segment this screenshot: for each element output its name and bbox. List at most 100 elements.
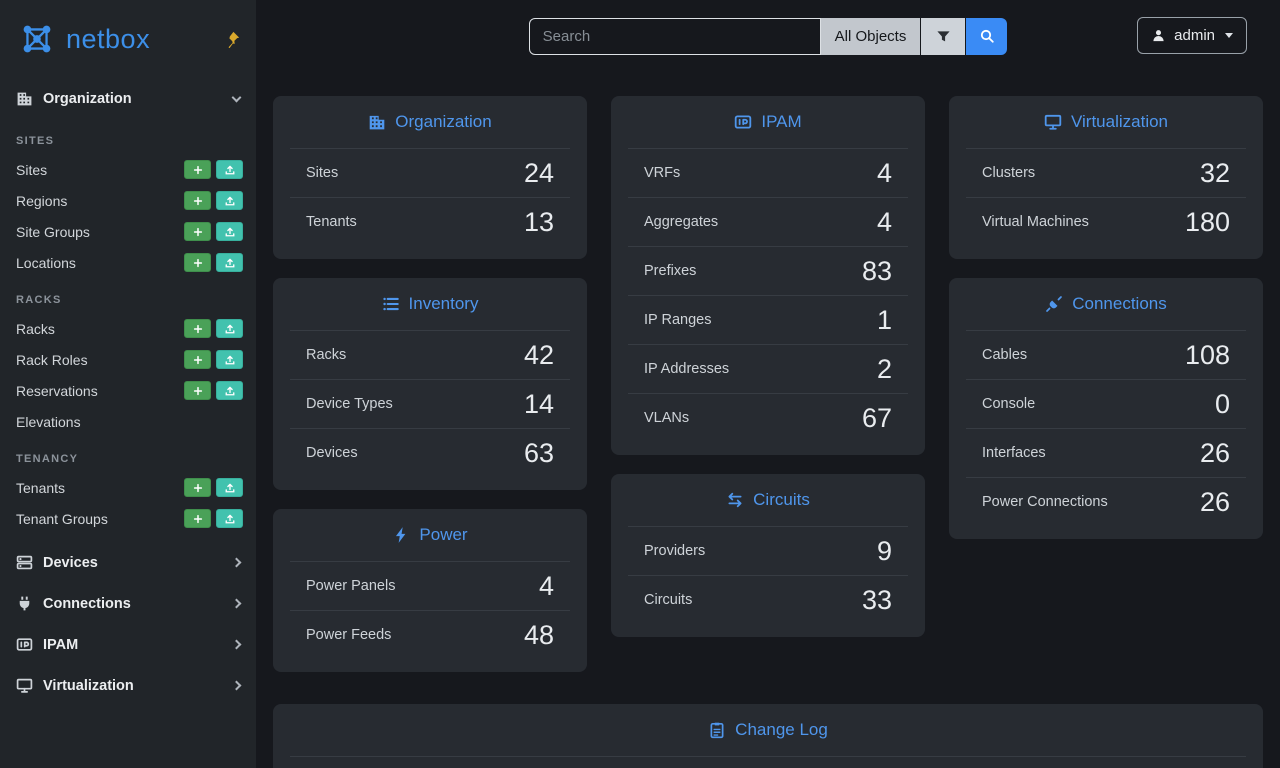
stat-label-link[interactable]: IP Addresses — [644, 361, 730, 377]
sidebar-item-label: Rack Roles — [16, 351, 88, 368]
stat-value-link[interactable]: 0 — [1214, 388, 1230, 419]
stat-label-link[interactable]: VLANs — [644, 410, 690, 426]
stat-value-link[interactable]: 4 — [876, 206, 892, 237]
add-button[interactable] — [184, 319, 211, 338]
card-title: Connections — [949, 278, 1263, 330]
search-input[interactable] — [528, 17, 821, 55]
stat-label-link[interactable]: Power Feeds — [306, 627, 392, 643]
stat-value-link[interactable]: 33 — [861, 584, 892, 615]
dashboard-columns: Organization Sites 24 Tenants 13 — [273, 96, 1263, 672]
building-icon — [368, 113, 386, 131]
import-button[interactable] — [216, 253, 243, 272]
stat-row: IP Ranges 1 — [628, 295, 908, 344]
stat-value-link[interactable]: 13 — [523, 206, 554, 237]
stat-label-link[interactable]: Power Panels — [306, 578, 396, 594]
stat-value-link[interactable]: 24 — [523, 157, 554, 188]
import-button[interactable] — [216, 478, 243, 497]
import-button[interactable] — [216, 319, 243, 338]
add-button[interactable] — [184, 253, 211, 272]
sidebar-item-site-groups[interactable]: Site Groups — [0, 216, 256, 247]
sidebar-item-label: IPAM — [43, 636, 79, 653]
sidebar-item-connections[interactable]: Connections — [0, 583, 256, 624]
sidebar-item-locations[interactable]: Locations — [0, 247, 256, 278]
sidebar-item-racks[interactable]: Racks — [0, 313, 256, 344]
stat-label-link[interactable]: Tenants — [306, 214, 357, 230]
stat-value-link[interactable]: 4 — [538, 570, 554, 601]
stat-value-link[interactable]: 14 — [523, 388, 554, 419]
plus-icon — [192, 385, 204, 397]
stat-value-link[interactable]: 180 — [1184, 206, 1230, 237]
add-button[interactable] — [184, 160, 211, 179]
stat-label-link[interactable]: Sites — [306, 165, 339, 181]
stat-value-link[interactable]: 1 — [876, 304, 892, 335]
stat-label-link[interactable]: Console — [982, 396, 1036, 412]
sidebar-item-tenants[interactable]: Tenants — [0, 472, 256, 503]
stat-value-link[interactable]: 63 — [523, 437, 554, 468]
stat-label-link[interactable]: Providers — [644, 543, 706, 559]
sidebar-item-devices[interactable]: Devices — [0, 542, 256, 583]
stat-value-link[interactable]: 108 — [1184, 339, 1230, 370]
sidebar-pin-button[interactable] — [223, 31, 240, 48]
stat-value-link[interactable]: 83 — [861, 255, 892, 286]
card-title-text: Circuits — [753, 490, 810, 509]
stat-label-link[interactable]: IP Ranges — [644, 312, 712, 328]
stat-label-link[interactable]: Racks — [306, 347, 347, 363]
pin-icon — [223, 31, 240, 48]
stat-value-link[interactable]: 2 — [876, 353, 892, 384]
sidebar-item-rack-roles[interactable]: Rack Roles — [0, 344, 256, 375]
card-title: IPAM — [611, 96, 925, 148]
stat-value-link[interactable]: 9 — [876, 535, 892, 566]
sidebar-item-ipam[interactable]: IPAM — [0, 624, 256, 665]
stat-value-link[interactable]: 26 — [1199, 486, 1230, 517]
import-button[interactable] — [216, 222, 243, 241]
sidebar-item-regions[interactable]: Regions — [0, 185, 256, 216]
import-button[interactable] — [216, 191, 243, 210]
import-button[interactable] — [216, 509, 243, 528]
add-button[interactable] — [184, 509, 211, 528]
stat-value-link[interactable]: 4 — [876, 157, 892, 188]
cable-icon — [1045, 295, 1063, 313]
sidebar-item-sites[interactable]: Sites — [0, 154, 256, 185]
search-button[interactable] — [966, 17, 1008, 55]
sidebar-item-virtualization[interactable]: Virtualization — [0, 665, 256, 706]
add-button[interactable] — [184, 222, 211, 241]
import-button[interactable] — [216, 160, 243, 179]
stat-label-link[interactable]: Power Connections — [982, 494, 1108, 510]
stat-label-link[interactable]: VRFs — [644, 165, 681, 181]
stat-label-link[interactable]: Cables — [982, 347, 1028, 363]
add-button[interactable] — [184, 350, 211, 369]
plus-icon — [192, 323, 204, 335]
add-button[interactable] — [184, 478, 211, 497]
import-button[interactable] — [216, 381, 243, 400]
stat-label-link[interactable]: Prefixes — [644, 263, 697, 279]
stat-label-link[interactable]: Clusters — [982, 165, 1036, 181]
stat-row: Aggregates 4 — [628, 197, 908, 246]
stat-label-link[interactable]: Circuits — [644, 592, 693, 608]
import-button[interactable] — [216, 350, 243, 369]
card-title-text: IPAM — [761, 112, 802, 131]
sidebar-item-elevations[interactable]: Elevations — [0, 406, 256, 437]
stat-value-link[interactable]: 67 — [861, 402, 892, 433]
sidebar-item-tenant-groups[interactable]: Tenant Groups — [0, 503, 256, 534]
filter-button[interactable] — [921, 17, 966, 55]
stat-label-link[interactable]: Devices — [306, 445, 358, 461]
add-button[interactable] — [184, 381, 211, 400]
upload-icon — [224, 385, 236, 397]
stat-value-link[interactable]: 26 — [1199, 437, 1230, 468]
stat-label-link[interactable]: Virtual Machines — [982, 214, 1089, 230]
stat-label-link[interactable]: Device Types — [306, 396, 393, 412]
stat-row: IP Addresses 2 — [628, 344, 908, 393]
object-type-dropdown[interactable]: All Objects — [820, 17, 921, 55]
sidebar-item-label: Elevations — [16, 413, 81, 430]
upload-icon — [224, 354, 236, 366]
stat-value-link[interactable]: 42 — [523, 339, 554, 370]
stat-value-link[interactable]: 32 — [1199, 157, 1230, 188]
sidebar-item-reservations[interactable]: Reservations — [0, 375, 256, 406]
stat-label-link[interactable]: Interfaces — [982, 445, 1046, 461]
netbox-logo[interactable]: netbox — [16, 18, 150, 60]
user-menu-button[interactable]: admin — [1137, 17, 1247, 54]
add-button[interactable] — [184, 191, 211, 210]
stat-label-link[interactable]: Aggregates — [644, 214, 719, 230]
sidebar-item-organization[interactable]: Organization — [0, 78, 256, 119]
stat-value-link[interactable]: 48 — [523, 619, 554, 650]
